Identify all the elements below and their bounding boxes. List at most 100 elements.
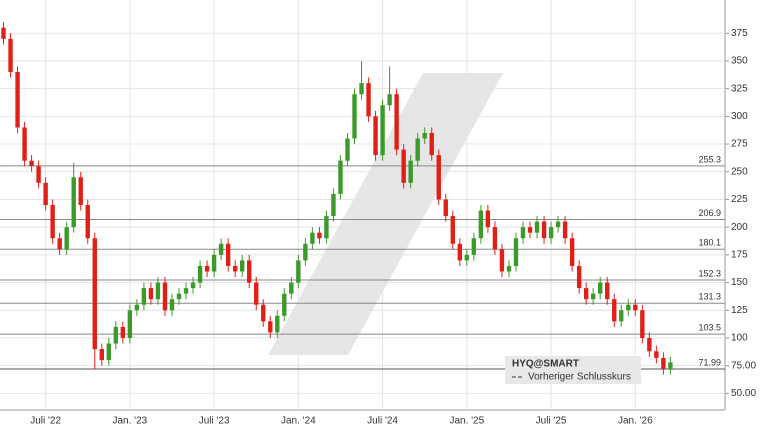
- candle-body: [64, 227, 69, 250]
- x-tick-label: Juli '23: [199, 416, 230, 427]
- candle-body: [534, 221, 540, 233]
- candle-body: [324, 216, 329, 239]
- candle-body: [605, 282, 610, 300]
- candle-body: [478, 210, 484, 239]
- candle-body: [485, 210, 491, 228]
- candle-body: [127, 310, 133, 338]
- candle-body: [155, 282, 161, 300]
- candle-body: [43, 182, 48, 205]
- candle-body: [268, 321, 273, 333]
- candle-body: [141, 288, 147, 305]
- level-label: 206.9: [698, 208, 721, 218]
- candle-body: [345, 138, 350, 161]
- candle-body: [576, 265, 582, 289]
- candle-body: [492, 227, 498, 250]
- x-tick-label: Juli '24: [367, 416, 398, 427]
- candle-body: [106, 343, 112, 361]
- candle-body: [380, 105, 385, 156]
- candle-body: [282, 293, 287, 316]
- candle-body: [317, 232, 322, 239]
- legend-box: [505, 356, 641, 384]
- legend: HYQ@SMART Vorheriger Schlusskurs: [505, 356, 641, 384]
- candle-body: [464, 254, 470, 261]
- candle-body: [366, 83, 371, 117]
- y-tick-label: 100: [731, 333, 748, 344]
- candle-body: [289, 282, 294, 294]
- y-tick-label: 300: [731, 111, 748, 122]
- candle-body: [555, 221, 561, 228]
- candle-body: [499, 249, 505, 272]
- candle-body: [562, 221, 568, 239]
- candle-body: [254, 282, 259, 305]
- candle-body: [197, 265, 203, 283]
- candle-body: [1, 27, 6, 39]
- y-tick-label: 75.00: [731, 360, 756, 371]
- y-tick-label: 175: [731, 250, 748, 261]
- candle-body: [232, 265, 238, 272]
- candle-body: [513, 238, 519, 266]
- candle-body: [443, 199, 448, 217]
- y-tick-label: 200: [731, 222, 748, 233]
- candle-body: [598, 282, 603, 294]
- candle-body: [183, 288, 189, 294]
- candle-body: [394, 94, 399, 150]
- candle-body: [239, 260, 245, 272]
- level-label: 180.1: [698, 238, 721, 248]
- candle-body: [590, 293, 596, 300]
- candle-body: [436, 155, 441, 200]
- legend-previous-close: Vorheriger Schlusskurs: [528, 372, 631, 383]
- candle-body: [22, 127, 27, 161]
- candle-body: [36, 166, 41, 183]
- y-tick-label: 150: [731, 277, 748, 288]
- candle-body: [99, 349, 104, 361]
- candle-body: [296, 260, 301, 283]
- x-tick-label: Juli '22: [30, 416, 61, 427]
- candle-body: [71, 177, 76, 228]
- candle-body: [148, 288, 154, 300]
- candle-body: [583, 288, 589, 300]
- candle-body: [85, 205, 90, 239]
- candle-body: [408, 160, 413, 183]
- candle-body: [633, 304, 638, 311]
- candle-body: [429, 132, 434, 156]
- candle-body: [211, 254, 217, 272]
- candle-body: [338, 160, 343, 194]
- candle-body: [569, 238, 575, 266]
- candle-body: [506, 265, 512, 272]
- candle-body: [457, 243, 463, 261]
- candle-body: [619, 310, 624, 322]
- candle-body: [612, 299, 617, 322]
- candle-body: [303, 243, 308, 261]
- candle-body: [415, 138, 420, 161]
- candle-body: [162, 282, 168, 311]
- x-tick-label: Jan. '26: [618, 416, 653, 427]
- candle-body: [654, 351, 659, 358]
- candle-body: [92, 238, 97, 350]
- candle-body: [520, 227, 526, 239]
- x-tick-label: Juli '25: [536, 416, 567, 427]
- candle-body: [204, 265, 210, 272]
- candle-body: [647, 337, 652, 352]
- candle-body: [57, 238, 62, 250]
- candle-body: [50, 205, 55, 239]
- candle-body: [120, 326, 126, 338]
- candle-body: [626, 304, 631, 311]
- candle-body: [29, 160, 34, 167]
- legend-series: HYQ@SMART: [512, 359, 579, 370]
- candle-body: [275, 315, 280, 333]
- y-tick-label: 325: [731, 83, 748, 94]
- level-label: 103.5: [698, 322, 721, 332]
- candle-body: [8, 38, 13, 73]
- y-tick-label: 350: [731, 56, 748, 67]
- candle-body: [548, 227, 554, 239]
- x-tick-label: Jan. '25: [449, 416, 484, 427]
- candle-body: [310, 232, 315, 244]
- candle-body: [176, 293, 182, 300]
- candle-body: [169, 299, 175, 311]
- candle-body: [352, 94, 357, 139]
- candle-body: [401, 149, 406, 183]
- previous-close-label: 71.99: [698, 357, 721, 367]
- candle-body: [359, 83, 364, 95]
- level-label: 152.3: [698, 268, 721, 278]
- level-label: 255.3: [698, 154, 721, 164]
